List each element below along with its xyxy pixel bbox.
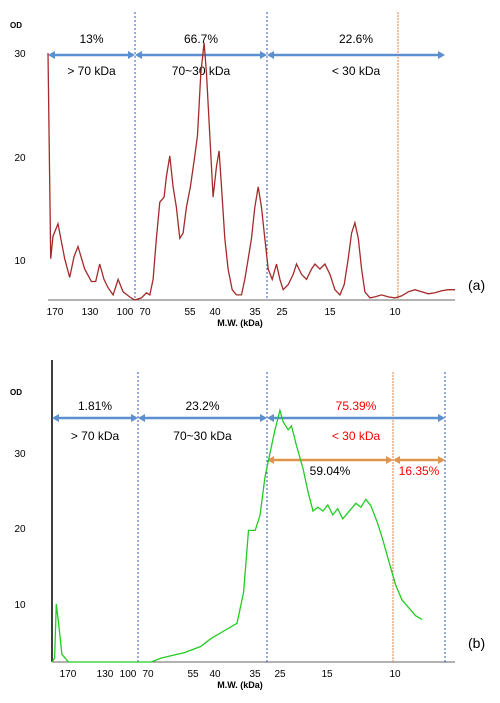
y-tick-label: 30 — [14, 49, 26, 60]
y-tick-label: 30 — [14, 449, 26, 460]
region-arrow-head-left — [267, 51, 274, 59]
y-tick-label: 10 — [14, 256, 26, 267]
region-arrow-head-right — [128, 51, 135, 59]
region-label: > 70 kDa — [71, 429, 120, 443]
region-label: < 30 kDa — [332, 64, 381, 78]
region-percent: 66.7% — [184, 32, 218, 46]
x-axis-label: M.W. (kDa) — [217, 680, 263, 690]
sub-region-percent: 16.35% — [399, 464, 440, 478]
sub-region-arrow-head-left — [393, 456, 400, 464]
region-arrow-head-left — [138, 414, 145, 422]
region-label: > 70 kDa — [67, 64, 116, 78]
chart-panel-b: OD 30 20 10 170 130 100 70 55 40 35 25 15 10 M.W. (kDa… — [10, 360, 455, 690]
region-arrow-head-right — [438, 414, 445, 422]
region-arrow-head-left — [267, 414, 274, 422]
x-tick-label: 100 — [117, 307, 134, 318]
region-arrow-head-left — [52, 414, 59, 422]
region-label: 70~30 kDa — [173, 429, 232, 443]
region-arrow-head-right — [438, 51, 445, 59]
region-arrow-head-right — [260, 414, 267, 422]
region-arrow-head-left — [135, 51, 142, 59]
x-tick-label: 100 — [120, 669, 137, 680]
x-axis-label: M.W. (kDa) — [217, 318, 263, 328]
region-percent: 1.81% — [78, 399, 112, 413]
y-tick-label: 20 — [14, 153, 26, 164]
region-percent: 23.2% — [185, 399, 219, 413]
x-tick-label: 55 — [187, 669, 199, 680]
x-tick-label: 70 — [142, 669, 154, 680]
x-tick-label: 55 — [184, 307, 196, 318]
densitometry-curve — [51, 407, 423, 663]
y-axis-label: OD — [10, 388, 22, 397]
chart-panel-a: OD 30 20 10 170 130 100 70 55 40 35 25 15 10 M.W. (kDa… — [10, 12, 455, 328]
x-tick-label: 10 — [389, 669, 401, 680]
region-arrow-head-right — [260, 51, 267, 59]
region-percent: 13% — [79, 32, 103, 46]
x-tick-label: 35 — [249, 307, 261, 318]
x-tick-label: 170 — [47, 307, 64, 318]
region-arrow-head-right — [131, 414, 138, 422]
y-tick-label: 10 — [14, 600, 26, 611]
sub-region-arrow-head-right — [386, 456, 393, 464]
region-percent: 75.39% — [336, 399, 377, 413]
x-tick-label: 25 — [274, 669, 286, 680]
x-tick-label: 15 — [321, 669, 333, 680]
x-tick-label: 130 — [82, 307, 99, 318]
x-tick-label: 40 — [209, 669, 221, 680]
y-axis-label: OD — [10, 21, 22, 30]
region-arrow-head-left — [48, 51, 55, 59]
y-tick-label: 20 — [14, 524, 26, 535]
sub-region-percent: 59.04% — [310, 464, 351, 478]
sub-region-arrow-head-right — [438, 456, 445, 464]
panel-label-b: (b) — [468, 635, 485, 651]
x-tick-label: 170 — [60, 669, 77, 680]
x-tick-label: 15 — [324, 307, 336, 318]
x-tick-label: 130 — [97, 669, 114, 680]
x-tick-label: 35 — [249, 669, 261, 680]
sub-region-arrow-head-left — [267, 456, 274, 464]
x-tick-label: 10 — [389, 307, 401, 318]
x-tick-label: 40 — [209, 307, 221, 318]
x-tick-label: 70 — [139, 307, 151, 318]
panel-label-a: (a) — [468, 277, 485, 293]
region-percent: 22.6% — [339, 32, 373, 46]
x-tick-label: 25 — [276, 307, 288, 318]
densitometry-curve — [47, 42, 455, 301]
region-label: < 30 kDa — [332, 429, 381, 443]
